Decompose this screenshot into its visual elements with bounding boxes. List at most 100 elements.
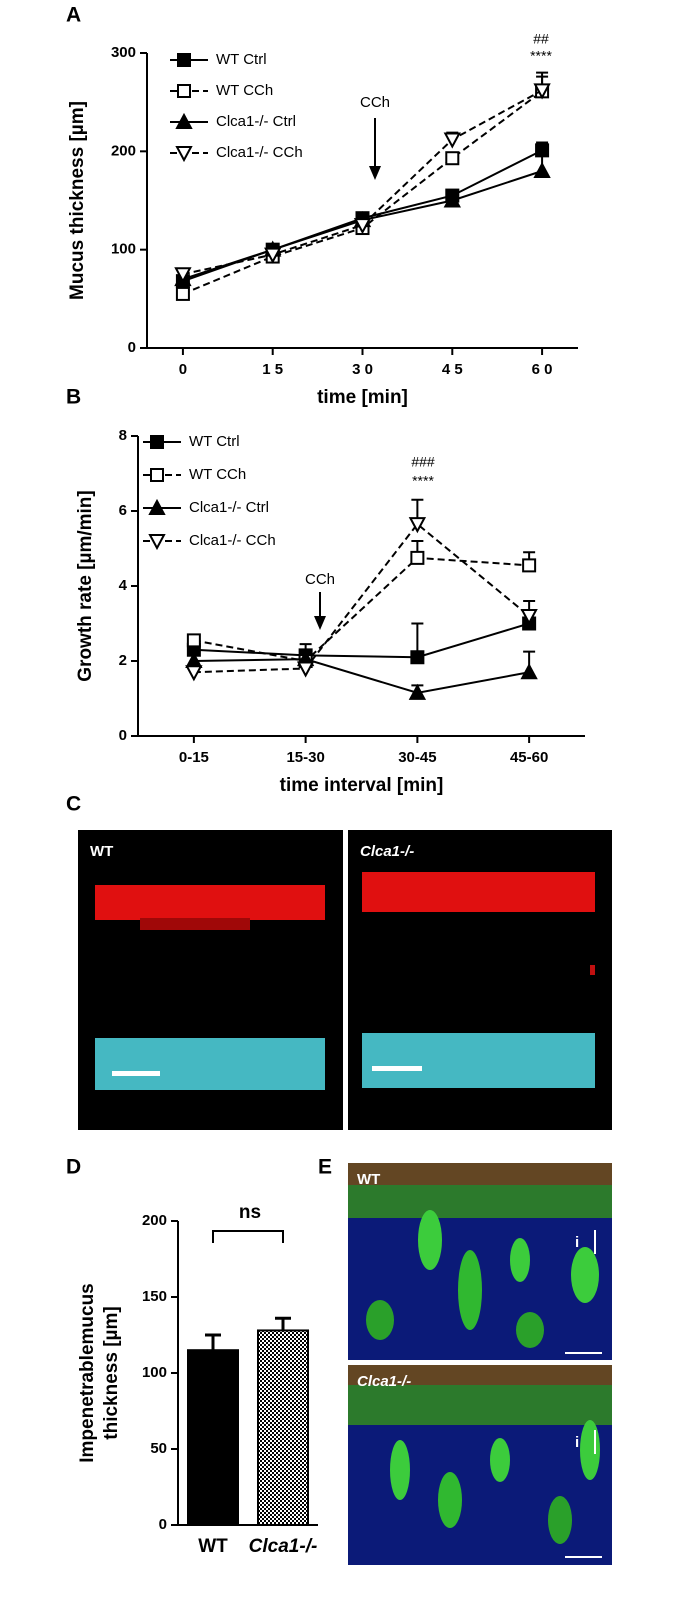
legend-label: WT Ctrl bbox=[216, 51, 267, 68]
annotation: **** bbox=[412, 473, 434, 489]
legend-label: Clca1-/- Ctrl bbox=[189, 499, 269, 516]
panel-label: A bbox=[66, 4, 81, 27]
series-line bbox=[193, 622, 530, 659]
micrograph-c-ko: Clca1-/- bbox=[348, 830, 612, 1130]
micrograph-e-wt: WT i bbox=[348, 1163, 612, 1360]
series-line bbox=[182, 89, 543, 276]
image-label: WT bbox=[90, 843, 113, 860]
y-tick-label: 100 bbox=[142, 1364, 167, 1381]
y-tick-label: 100 bbox=[111, 241, 136, 258]
annotation: **** bbox=[530, 48, 552, 64]
legend-label: WT CCh bbox=[216, 82, 273, 99]
y-axis-label: Impenetrablemucus bbox=[77, 1283, 98, 1463]
y-tick-label: 150 bbox=[142, 1288, 167, 1305]
legend-label: Clca1-/- CCh bbox=[189, 532, 276, 549]
marker bbox=[533, 161, 551, 178]
marker bbox=[522, 558, 537, 573]
series-line bbox=[193, 556, 530, 663]
x-tick-label: 6 0 bbox=[532, 361, 553, 378]
legend-marker bbox=[177, 53, 191, 67]
x-tick-label: 4 5 bbox=[442, 361, 463, 378]
marker bbox=[445, 151, 460, 166]
y-tick-label: 0 bbox=[119, 727, 127, 744]
y-axis-label: Mucus thickness [µm] bbox=[67, 101, 88, 300]
y-tick-label: 50 bbox=[150, 1440, 167, 1457]
bar bbox=[257, 1329, 309, 1526]
image-label: WT bbox=[357, 1171, 380, 1188]
legend-marker bbox=[175, 112, 193, 129]
marker bbox=[533, 83, 551, 100]
y-axis-label: thickness [µm] bbox=[101, 1306, 122, 1439]
legend-marker bbox=[150, 468, 164, 482]
panel-label: D bbox=[66, 1156, 81, 1179]
error-bar bbox=[275, 1316, 291, 1331]
y-tick-label: 8 bbox=[119, 427, 127, 444]
y-tick-label: 300 bbox=[111, 44, 136, 61]
x-axis-label: time [min] bbox=[317, 387, 408, 408]
annotation: ## bbox=[533, 31, 549, 47]
arrow-head bbox=[314, 616, 326, 630]
annotation: ns bbox=[239, 1202, 261, 1223]
series-line bbox=[193, 658, 530, 694]
marker bbox=[175, 286, 190, 301]
marker bbox=[264, 247, 282, 264]
marker bbox=[520, 663, 538, 680]
panel-label: B bbox=[66, 386, 81, 409]
marker bbox=[520, 609, 538, 626]
legend-marker bbox=[148, 534, 166, 551]
panel-label: E bbox=[318, 1156, 332, 1179]
y-tick-label: 2 bbox=[119, 652, 127, 669]
x-axis-label: time interval [min] bbox=[280, 775, 444, 796]
legend-marker bbox=[148, 498, 166, 515]
annotation: ### bbox=[411, 454, 435, 470]
marker bbox=[408, 683, 427, 700]
marker bbox=[443, 191, 461, 208]
x-tick-label: 0 bbox=[179, 361, 187, 378]
error-bar bbox=[205, 1333, 221, 1351]
x-tick-label: 0-15 bbox=[179, 749, 209, 766]
micrograph-e-ko: Clca1-/- i bbox=[348, 1365, 612, 1565]
y-tick-label: 200 bbox=[111, 142, 136, 159]
legend-label: WT CCh bbox=[189, 466, 246, 483]
panel-label: C bbox=[66, 793, 81, 816]
marker bbox=[185, 665, 203, 682]
image-label: i bbox=[575, 1234, 579, 1251]
y-tick-label: 200 bbox=[142, 1212, 167, 1229]
legend-label: WT Ctrl bbox=[189, 433, 240, 450]
marker bbox=[443, 132, 461, 149]
x-tick-label: Clca1-/- bbox=[249, 1536, 318, 1557]
legend-label: Clca1-/- Ctrl bbox=[216, 113, 296, 130]
marker bbox=[353, 218, 372, 235]
series-line bbox=[193, 522, 530, 674]
x-tick-label: 15-30 bbox=[286, 749, 324, 766]
bracket bbox=[212, 1230, 284, 1243]
x-tick-label: WT bbox=[198, 1536, 228, 1557]
x-tick-label: 3 0 bbox=[352, 361, 373, 378]
marker bbox=[296, 661, 315, 678]
legend-marker bbox=[177, 84, 191, 98]
arrow-head bbox=[369, 166, 381, 180]
y-tick-label: 0 bbox=[159, 1516, 167, 1533]
annotation: CCh bbox=[305, 571, 335, 588]
micrograph-c-wt: WT bbox=[78, 830, 343, 1130]
bar bbox=[187, 1349, 239, 1526]
image-label: i bbox=[575, 1434, 579, 1451]
marker bbox=[186, 633, 201, 648]
y-axis-label: Growth rate [µm/min] bbox=[75, 490, 96, 681]
x-tick-label: 1 5 bbox=[262, 361, 283, 378]
legend-label: Clca1-/- CCh bbox=[216, 144, 303, 161]
annotation: CCh bbox=[360, 94, 390, 111]
legend-marker bbox=[150, 435, 164, 449]
marker bbox=[410, 550, 425, 565]
x-tick-label: 45-60 bbox=[510, 749, 548, 766]
y-tick-label: 6 bbox=[119, 502, 127, 519]
legend-marker bbox=[175, 146, 193, 163]
x-tick-label: 30-45 bbox=[398, 749, 436, 766]
image-label: Clca1-/- bbox=[360, 843, 414, 860]
y-tick-label: 4 bbox=[119, 577, 128, 594]
y-tick-label: 0 bbox=[128, 339, 136, 356]
image-label: Clca1-/- bbox=[357, 1373, 411, 1390]
marker bbox=[408, 517, 427, 534]
marker bbox=[410, 650, 425, 665]
